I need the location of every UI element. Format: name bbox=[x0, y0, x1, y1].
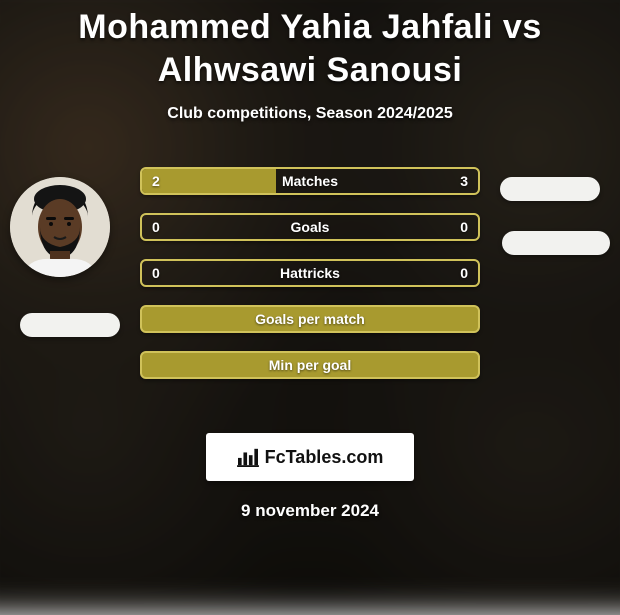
logo-card[interactable]: FcTables.com bbox=[206, 433, 414, 481]
stat-bar: Goals per match bbox=[140, 305, 480, 333]
subtitle: Club competitions, Season 2024/2025 bbox=[0, 105, 620, 123]
date-text: 9 november 2024 bbox=[0, 501, 620, 521]
stat-bar-label: Hattricks bbox=[280, 265, 340, 281]
stat-bar-label: Goals bbox=[291, 219, 330, 235]
content-root: Mohammed Yahia Jahfali vs Alhwsawi Sanou… bbox=[0, 0, 620, 580]
stat-bar-right-value: 0 bbox=[460, 265, 468, 281]
page-title: Mohammed Yahia Jahfali vs Alhwsawi Sanou… bbox=[0, 4, 620, 91]
player-left-photo bbox=[10, 177, 110, 277]
stat-bar-right-value: 3 bbox=[460, 173, 468, 189]
stat-bar-right-value: 0 bbox=[460, 219, 468, 235]
comparison-stage: Matches 2 3 Goals 0 0 Hattricks 0 0 Goals per mat… bbox=[0, 151, 620, 411]
stat-bar-label: Goals per match bbox=[255, 311, 365, 327]
player-right-name-pill-2 bbox=[502, 231, 610, 255]
stat-bar-left-value: 0 bbox=[152, 219, 160, 235]
stat-bar-label: Min per goal bbox=[269, 357, 351, 373]
stat-bar-label: Matches bbox=[282, 173, 338, 189]
logo-text: FcTables.com bbox=[265, 447, 384, 468]
stat-bar-fill bbox=[142, 169, 276, 193]
stat-bars: Matches 2 3 Goals 0 0 Hattricks 0 0 Goals per mat… bbox=[140, 167, 480, 379]
stat-bar: Matches 2 3 bbox=[140, 167, 480, 195]
stat-bar: Hattricks 0 0 bbox=[140, 259, 480, 287]
stat-bar-left-value: 2 bbox=[152, 173, 160, 189]
stat-bar: Min per goal bbox=[140, 351, 480, 379]
stat-bar: Goals 0 0 bbox=[140, 213, 480, 241]
player-right-name-pill-1 bbox=[500, 177, 600, 201]
bar-chart-icon bbox=[237, 447, 259, 467]
player-left-name-pill bbox=[20, 313, 120, 337]
stat-bar-left-value: 0 bbox=[152, 265, 160, 281]
player-left-avatar bbox=[10, 177, 110, 277]
